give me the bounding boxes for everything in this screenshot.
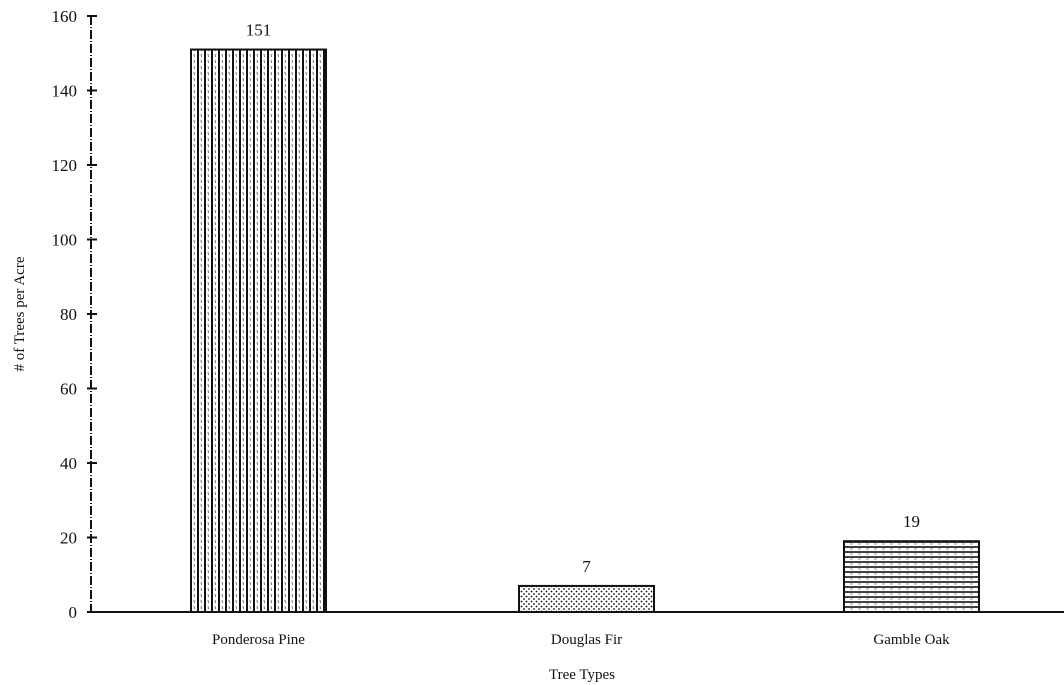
bars bbox=[191, 50, 979, 612]
bar-gamble-oak bbox=[844, 541, 979, 612]
y-tick-label: 40 bbox=[60, 454, 77, 473]
data-label: 19 bbox=[903, 512, 920, 531]
y-tick-label: 100 bbox=[52, 231, 78, 250]
bar-douglas-fir bbox=[519, 586, 654, 612]
y-tick-label: 0 bbox=[69, 603, 78, 622]
data-label: 151 bbox=[246, 21, 272, 40]
y-tick-label: 80 bbox=[60, 305, 77, 324]
y-tick-label: 120 bbox=[52, 156, 78, 175]
y-axis: 0 20 40 60 80 100 120 140 160 bbox=[52, 7, 98, 622]
x-tick-label: Gamble Oak bbox=[873, 632, 950, 648]
x-tick-label: Douglas Fir bbox=[551, 632, 622, 648]
y-tick-label: 140 bbox=[52, 82, 78, 101]
data-label: 7 bbox=[582, 557, 591, 576]
y-tick-label: 20 bbox=[60, 529, 77, 548]
y-tick-label: 160 bbox=[52, 7, 78, 26]
x-axis-title: Tree Types bbox=[549, 667, 615, 683]
bar-ponderosa-pine bbox=[191, 50, 326, 612]
y-tick-label: 60 bbox=[60, 380, 77, 399]
y-axis-title: # of Trees per Acre bbox=[12, 256, 28, 371]
x-tick-label: Ponderosa Pine bbox=[212, 632, 305, 648]
